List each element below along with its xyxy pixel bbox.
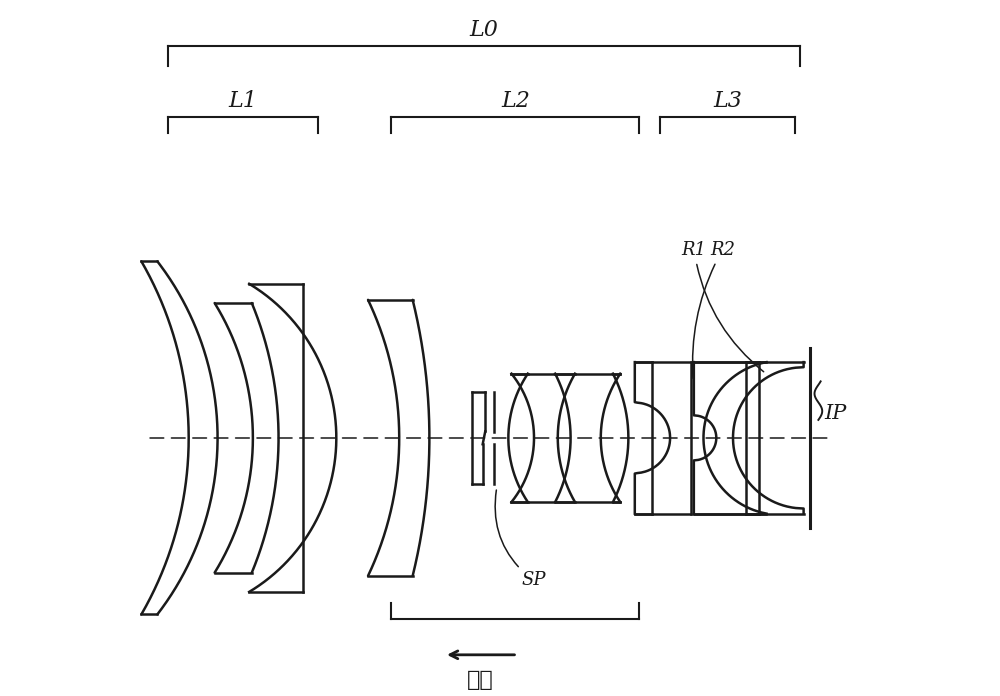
Text: 聚焦: 聚焦 xyxy=(467,670,494,690)
Text: R1: R1 xyxy=(682,241,764,372)
Text: IP: IP xyxy=(824,404,846,423)
Text: R2: R2 xyxy=(693,241,735,379)
Text: L1: L1 xyxy=(229,90,258,112)
Text: L2: L2 xyxy=(501,90,530,112)
Text: L0: L0 xyxy=(470,19,498,41)
Text: L3: L3 xyxy=(713,90,742,112)
Text: SP: SP xyxy=(495,490,546,590)
